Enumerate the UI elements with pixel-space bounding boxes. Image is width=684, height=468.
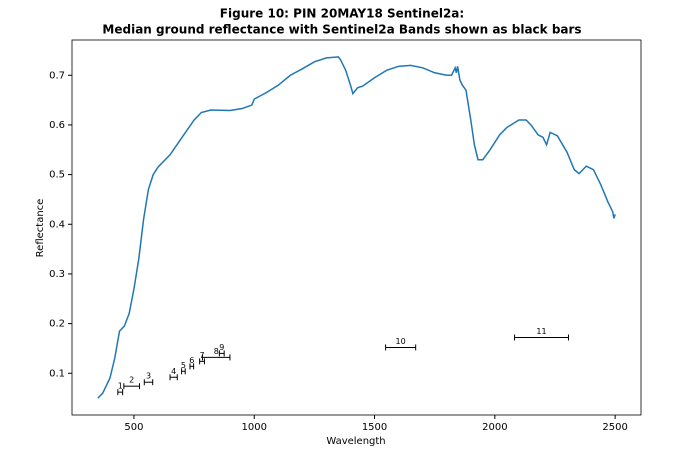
- band-bar: [218, 350, 225, 357]
- band-bar: [199, 358, 205, 365]
- band-label: 6: [189, 356, 194, 365]
- band-bar: [202, 354, 231, 361]
- band-label: 1: [118, 382, 123, 391]
- x-tick-label: 500: [124, 422, 143, 433]
- plot-frame: [71, 39, 642, 416]
- y-tick-label: 0.5: [49, 170, 65, 181]
- band-bar: [117, 389, 124, 396]
- band-label: 5: [181, 361, 186, 370]
- x-axis-label: Wavelength: [326, 436, 385, 447]
- band-label: 8: [214, 347, 219, 356]
- band-bar: [514, 334, 569, 341]
- band-bar: [143, 379, 154, 386]
- y-tick-label: 0.6: [49, 120, 65, 131]
- x-tick-label: 2500: [602, 422, 627, 433]
- band-bar: [123, 383, 140, 390]
- x-tick-label: 1500: [362, 422, 387, 433]
- band-label: 2: [129, 376, 134, 385]
- band-bar: [385, 344, 417, 351]
- y-tick-label: 0.1: [49, 368, 65, 379]
- x-tick-label: 2000: [482, 422, 507, 433]
- reflectance-line: [97, 56, 616, 399]
- chart-title: Median ground reflectance with Sentinel2…: [102, 23, 581, 37]
- band-label: 9: [219, 343, 224, 352]
- y-tick-label: 0.2: [49, 319, 65, 330]
- band-label: 3: [146, 372, 151, 381]
- band-bar: [189, 363, 195, 370]
- band-bar: [181, 368, 186, 375]
- band-label: 10: [396, 337, 406, 346]
- band-label: 4: [171, 367, 176, 376]
- y-tick-label: 0.7: [49, 70, 65, 81]
- y-axis-label: Reflectance: [35, 199, 46, 258]
- y-tick-label: 0.3: [49, 269, 65, 280]
- chart-title: Figure 10: PIN 20MAY18 Sentinel2a:: [220, 7, 464, 21]
- band-label: 11: [536, 327, 546, 336]
- x-tick-label: 1000: [242, 422, 267, 433]
- band-bar: [169, 374, 178, 381]
- y-tick-label: 0.4: [49, 219, 65, 230]
